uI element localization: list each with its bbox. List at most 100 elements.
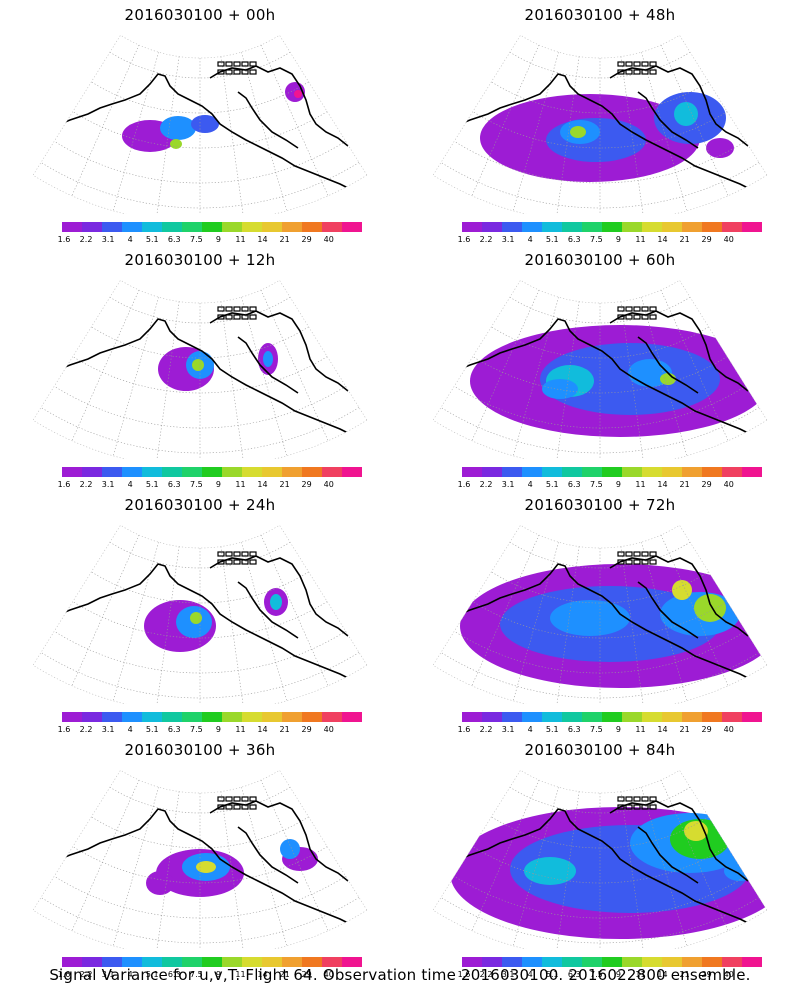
colorbar-tick-label: 3.1 xyxy=(501,480,515,489)
colorbar-tick-label: 9 xyxy=(215,970,221,979)
colorbar-tick-label: 4 xyxy=(527,725,533,734)
colorbar-cell xyxy=(62,467,82,477)
longitude-line xyxy=(71,44,140,196)
arctic-island xyxy=(241,61,249,67)
latitude-line xyxy=(40,652,360,699)
colorbar-cell xyxy=(522,222,542,232)
colorbar-cell xyxy=(62,712,82,722)
colorbar-cell xyxy=(602,957,622,967)
colorbar-cell xyxy=(562,712,582,722)
colorbar-cell xyxy=(242,957,262,967)
colorbar-tick-label: 4 xyxy=(527,480,533,489)
colorbar-tick-label: 3.1 xyxy=(501,725,515,734)
colorbar-cell xyxy=(62,957,82,967)
colorbar-cell xyxy=(582,222,602,232)
colorbar-cell xyxy=(102,957,122,967)
map-plot xyxy=(432,524,768,704)
latitude-line xyxy=(472,111,728,149)
panel-title: 2016030100 + 72h xyxy=(524,496,676,514)
colorbar-cell xyxy=(622,957,642,967)
colorbar-cell xyxy=(502,712,522,722)
arctic-island xyxy=(617,61,625,67)
arctic-island xyxy=(641,61,649,67)
longitude-line xyxy=(220,301,245,459)
arctic-island xyxy=(649,796,657,802)
colorbar-cell xyxy=(342,712,362,722)
colorbar-cell xyxy=(702,712,722,722)
colorbar-cell xyxy=(462,957,482,967)
arctic-island xyxy=(225,551,233,557)
arctic-island xyxy=(617,796,625,802)
figure-caption: Signal Variance for u,v,T. Flight 64. Ob… xyxy=(49,966,751,984)
arctic-island xyxy=(625,314,633,320)
colorbar-cell xyxy=(82,957,102,967)
arctic-island xyxy=(633,551,641,557)
variance-contour xyxy=(160,116,196,140)
colorbar-tick-label: 29 xyxy=(701,235,712,244)
colorbar-tick-label: 21 xyxy=(679,970,690,979)
longitude-line xyxy=(220,56,245,214)
latitude-line xyxy=(54,385,346,429)
latitude-line xyxy=(440,652,760,699)
arctic-island xyxy=(625,804,633,810)
colorbar-tick-label: 6.3 xyxy=(167,235,181,244)
colorbar-cell xyxy=(582,467,602,477)
latitude-line xyxy=(72,601,328,639)
colorbar-cell xyxy=(282,222,302,232)
colorbar-tick-label: 1.6 xyxy=(457,725,471,734)
latitude-line xyxy=(72,846,328,884)
variance-contour xyxy=(724,861,756,881)
colorbar-cell xyxy=(482,712,502,722)
colorbar-tick-label: 11 xyxy=(635,725,646,734)
colorbar-tick-label: 14 xyxy=(657,235,668,244)
coastline xyxy=(433,808,753,926)
coastline xyxy=(209,310,349,392)
latitude-line xyxy=(454,875,746,919)
arctic-island xyxy=(225,61,233,67)
arctic-island xyxy=(617,559,625,565)
colorbar-cell xyxy=(562,222,582,232)
colorbar-tick-label: 40 xyxy=(723,970,734,979)
arctic-island xyxy=(217,306,225,312)
colorbar-tick-label: 29 xyxy=(301,725,312,734)
map-plot xyxy=(432,769,768,949)
map-boundary xyxy=(432,769,768,949)
colorbar-cell xyxy=(702,467,722,477)
arctic-island xyxy=(225,314,233,320)
longitude-line xyxy=(112,787,159,946)
arctic-island xyxy=(241,804,249,810)
map-plot xyxy=(432,34,768,214)
arctic-island xyxy=(249,551,257,557)
colorbar-tick-label: 21 xyxy=(279,480,290,489)
colorbar-cell xyxy=(682,467,702,477)
colorbar-tick-label: 5.1 xyxy=(145,725,159,734)
arctic-island xyxy=(217,551,225,557)
variance-contour xyxy=(540,343,720,415)
latitude-line xyxy=(54,140,346,184)
colorbar-cell xyxy=(62,222,82,232)
colorbar-cell xyxy=(342,222,362,232)
colorbar-cell xyxy=(682,222,702,232)
map-boundary xyxy=(432,34,768,214)
colorbar-cell xyxy=(82,222,102,232)
colorbar-cell xyxy=(742,957,762,967)
colorbar-cell xyxy=(522,467,542,477)
longitude-line xyxy=(260,44,329,196)
panel-title: 2016030100 + 48h xyxy=(524,6,676,24)
map-plot xyxy=(32,34,368,214)
arctic-island xyxy=(649,551,657,557)
colorbar-cell xyxy=(282,712,302,722)
arctic-island xyxy=(233,796,241,802)
latitude-line xyxy=(454,630,746,674)
colorbar-tick-label: 40 xyxy=(723,480,734,489)
arctic-island xyxy=(217,69,225,75)
colorbar-tick-label: 5.1 xyxy=(145,970,159,979)
arctic-island xyxy=(233,61,241,67)
colorbar-tick-label: 9 xyxy=(215,480,221,489)
colorbar-cell xyxy=(302,957,322,967)
colorbar-cell xyxy=(242,222,262,232)
arctic-island xyxy=(249,314,257,320)
colorbar-cell xyxy=(142,222,162,232)
arctic-island xyxy=(217,314,225,320)
arctic-island xyxy=(633,306,641,312)
